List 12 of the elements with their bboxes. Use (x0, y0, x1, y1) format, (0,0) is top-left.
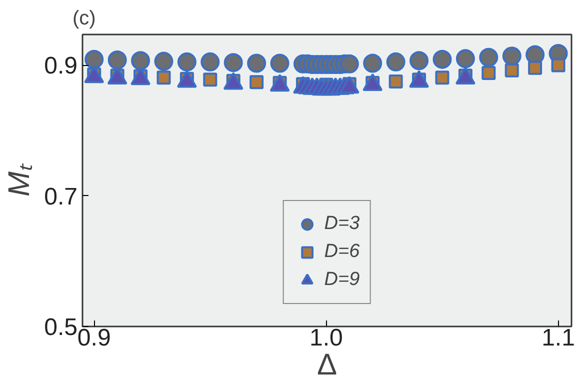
y-tick-label: 0.7 (44, 183, 78, 210)
legend-label: D=6 (324, 241, 360, 263)
y-tick-label: 0.5 (44, 314, 78, 341)
legend-label: D=3 (324, 213, 360, 235)
legend-label: D=9 (324, 269, 360, 291)
x-tick-label: 0.9 (77, 324, 111, 352)
y-axis-title: Mₜ (3, 162, 36, 196)
x-axis-title: Δ (316, 348, 338, 382)
chart-title: (c) (72, 8, 96, 30)
x-tick-label: 1.1 (542, 324, 575, 352)
x-tick-label: 1.0 (310, 324, 343, 352)
y-tick-label: 0.9 (44, 52, 78, 80)
